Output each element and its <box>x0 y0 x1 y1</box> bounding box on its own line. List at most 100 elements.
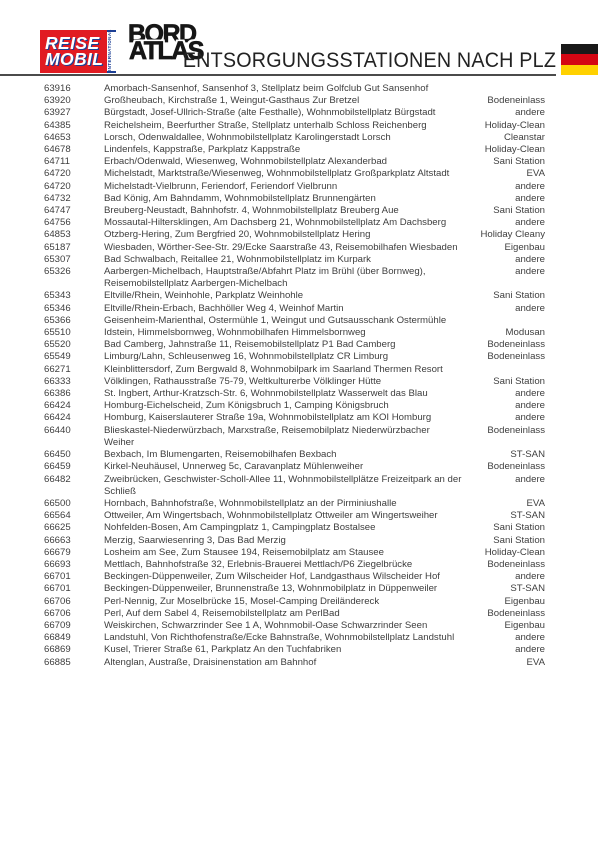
plz-cell: 66333 <box>44 375 71 387</box>
type-cell: andere <box>515 473 545 485</box>
plz-cell: 66625 <box>44 522 71 534</box>
plz-cell: 66706 <box>44 607 71 619</box>
description-cell: Ottweiler, Am Wingertsbach, Wohnmobilste… <box>104 510 438 522</box>
table-row: 64756 Mossautal-Hiltersklingen, Am Dachs… <box>0 217 600 229</box>
plz-cell: 66271 <box>44 363 71 375</box>
type-cell: Eigenbau <box>504 595 545 607</box>
table-row: 65307 Bad Schwalbach, Reitallee 21, Wohn… <box>0 254 600 266</box>
plz-cell: 65343 <box>44 290 71 302</box>
description-cell: Altenglan, Austraße, Draisinenstation am… <box>104 656 317 668</box>
type-cell: Bodeneinlass <box>487 461 545 473</box>
plz-cell: 64653 <box>44 131 71 143</box>
description-cell: Perl, Auf dem Sabel 4, Reisemobilstellpl… <box>104 607 340 619</box>
description-cell: Blieskastel-Niederwürzbach, Marxstraße, … <box>104 424 430 448</box>
description-cell: Lorsch, Odenwaldallee, Wohnmobilstellpla… <box>104 131 391 143</box>
description-cell: Völklingen, Rathausstraße 75-79, Weltkul… <box>104 375 382 387</box>
type-cell: andere <box>515 253 545 265</box>
plz-cell: 65510 <box>44 327 71 339</box>
plz-cell: 66500 <box>44 497 71 509</box>
description-cell: Mettlach, Bahnhofstraße 32, Erlebnis-Bra… <box>104 558 413 570</box>
plz-cell: 66450 <box>44 449 71 461</box>
type-cell: andere <box>515 180 545 192</box>
plz-cell: 65549 <box>44 351 71 363</box>
bordatlas-logo: BORD ATLAS <box>128 20 205 65</box>
table-row: 66333 Völklingen, Rathausstraße 75-79, W… <box>0 376 600 388</box>
type-cell: ST-SAN <box>510 449 545 461</box>
table-row: 66701 Beckingen-Düppenweiler, Zum Wilsch… <box>0 571 600 583</box>
table-row: 64385 Reichelsheim, Beerfurther Straße, … <box>0 120 600 132</box>
description-cell: Idstein, Himmelsbornweg, Wohnmobilhafen … <box>104 327 366 339</box>
description-cell: Perl-Nennig, Zur Moselbrücke 15, Mosel-C… <box>104 595 380 607</box>
plz-cell: 66869 <box>44 644 71 656</box>
bordatlas-logo-line1: BORD <box>128 20 198 48</box>
table-row: 63920 Großheubach, Kirchstraße 1, Weingu… <box>0 95 600 107</box>
type-cell: Bodeneinlass <box>487 607 545 619</box>
description-cell: Homburg-Eichelscheid, Zum Königsbruch 1,… <box>104 400 389 412</box>
table-row: 64747 Breuberg-Neustadt, Bahnhofstr. 4, … <box>0 205 600 217</box>
table-row: 65366 Geisenheim-Marienthal, Ostermühle … <box>0 315 600 327</box>
table-row: 66386 St. Ingbert, Arthur-Kratzsch-Str. … <box>0 388 600 400</box>
type-cell: EVA <box>526 168 545 180</box>
type-cell: Holiday-Clean <box>484 546 545 558</box>
description-cell: Mossautal-Hiltersklingen, Am Dachsberg 2… <box>104 217 447 229</box>
plz-cell: 63916 <box>44 83 71 94</box>
plz-cell: 63927 <box>44 107 71 119</box>
type-cell: EVA <box>526 656 545 668</box>
description-cell: Nohfelden-Bosen, Am Campingplatz 1, Camp… <box>104 522 376 534</box>
type-cell: andere <box>515 400 545 412</box>
description-cell: Landstuhl, Von Richthofenstraße/Ecke Bah… <box>104 632 455 644</box>
table-row: 66663 Merzig, Saarwiesenring 3, Das Bad … <box>0 535 600 547</box>
description-cell: Merzig, Saarwiesenring 3, Das Bad Merzig <box>104 534 286 546</box>
table-row: 66701 Beckingen-Düppenweiler, Brunnenstr… <box>0 583 600 595</box>
table-row: 66450 Bexbach, Im Blumengarten, Reisemob… <box>0 449 600 461</box>
table-row: 66693 Mettlach, Bahnhofstraße 32, Erlebn… <box>0 559 600 571</box>
flag-stripe-gold <box>561 64 598 75</box>
description-cell: St. Ingbert, Arthur-Kratzsch-Str. 6, Woh… <box>104 388 428 400</box>
german-flag-icon <box>561 44 598 75</box>
description-cell: Bexbach, Im Blumengarten, Reisemobilhafe… <box>104 449 337 461</box>
plz-cell: 66885 <box>44 656 71 668</box>
description-cell: Erbach/Odenwald, Wiesenweg, Wohnmobilste… <box>104 156 387 168</box>
description-cell: Limburg/Lahn, Schleusenweg 16, Wohnmobil… <box>104 351 389 363</box>
type-cell: Bodeneinlass <box>487 351 545 363</box>
type-cell: andere <box>515 571 545 583</box>
table-row: 66849 Landstuhl, Von Richthofenstraße/Ec… <box>0 632 600 644</box>
description-cell: Reichelsheim, Beerfurther Straße, Stellp… <box>104 119 427 131</box>
table-row: 66706 Perl-Nennig, Zur Moselbrücke 15, M… <box>0 596 600 608</box>
type-cell: Eigenbau <box>504 241 545 253</box>
description-cell: Kirkel-Neuhäusel, Unnerweg 5c, Caravanpl… <box>104 461 364 473</box>
plz-cell: 64678 <box>44 144 71 156</box>
table-row: 66424 Homburg-Eichelscheid, Zum Königsbr… <box>0 400 600 412</box>
plz-cell: 64711 <box>44 156 70 168</box>
description-cell: Otzberg-Hering, Zum Bergfried 20, Wohnmo… <box>104 229 371 241</box>
table-row: 63916 Amorbach-Sansenhof, Sansenhof 3, S… <box>0 83 600 95</box>
reisemobil-international-label: INTERNATIONAL <box>107 29 116 73</box>
type-cell: andere <box>515 107 545 119</box>
plz-cell: 64747 <box>44 205 71 217</box>
description-cell: Eltville/Rhein-Erbach, Bachhöller Weg 4,… <box>104 302 344 314</box>
description-cell: Bad Schwalbach, Reitallee 21, Wohnmobils… <box>104 253 371 265</box>
plz-cell: 65366 <box>44 314 71 326</box>
table-row: 66564 Ottweiler, Am Wingertsbach, Wohnmo… <box>0 510 600 522</box>
description-cell: Michelstadt-Vielbrunn, Feriendorf, Ferie… <box>104 180 338 192</box>
description-cell: Hornbach, Bahnhofstraße, Wohnmobilstellp… <box>104 497 397 509</box>
plz-cell: 64732 <box>44 192 71 204</box>
table-row: 64853 Otzberg-Hering, Zum Bergfried 20, … <box>0 229 600 241</box>
plz-cell: 66663 <box>44 534 71 546</box>
bordatlas-logo-line2: ATLAS <box>129 37 205 65</box>
table-row: 66706 Perl, Auf dem Sabel 4, Reisemobils… <box>0 608 600 620</box>
table-row: 66869 Kusel, Trierer Straße 61, Parkplat… <box>0 644 600 656</box>
type-cell: Eigenbau <box>504 619 545 631</box>
type-cell: andere <box>515 192 545 204</box>
table-row: 66459 Kirkel-Neuhäusel, Unnerweg 5c, Car… <box>0 461 600 473</box>
type-cell: andere <box>515 644 545 656</box>
table-row: 66500 Hornbach, Bahnhofstraße, Wohnmobil… <box>0 498 600 510</box>
plz-cell: 66424 <box>44 412 71 424</box>
type-cell: andere <box>515 266 545 278</box>
description-cell: Bad König, Am Bahndamm, Wohnmobilstellpl… <box>104 192 376 204</box>
description-cell: Lindenfels, Kappstraße, Parkplatz Kappst… <box>104 144 301 156</box>
table-row: 64711 Erbach/Odenwald, Wiesenweg, Wohnmo… <box>0 156 600 168</box>
plz-cell: 64720 <box>44 180 71 192</box>
plz-cell: 66709 <box>44 619 71 631</box>
